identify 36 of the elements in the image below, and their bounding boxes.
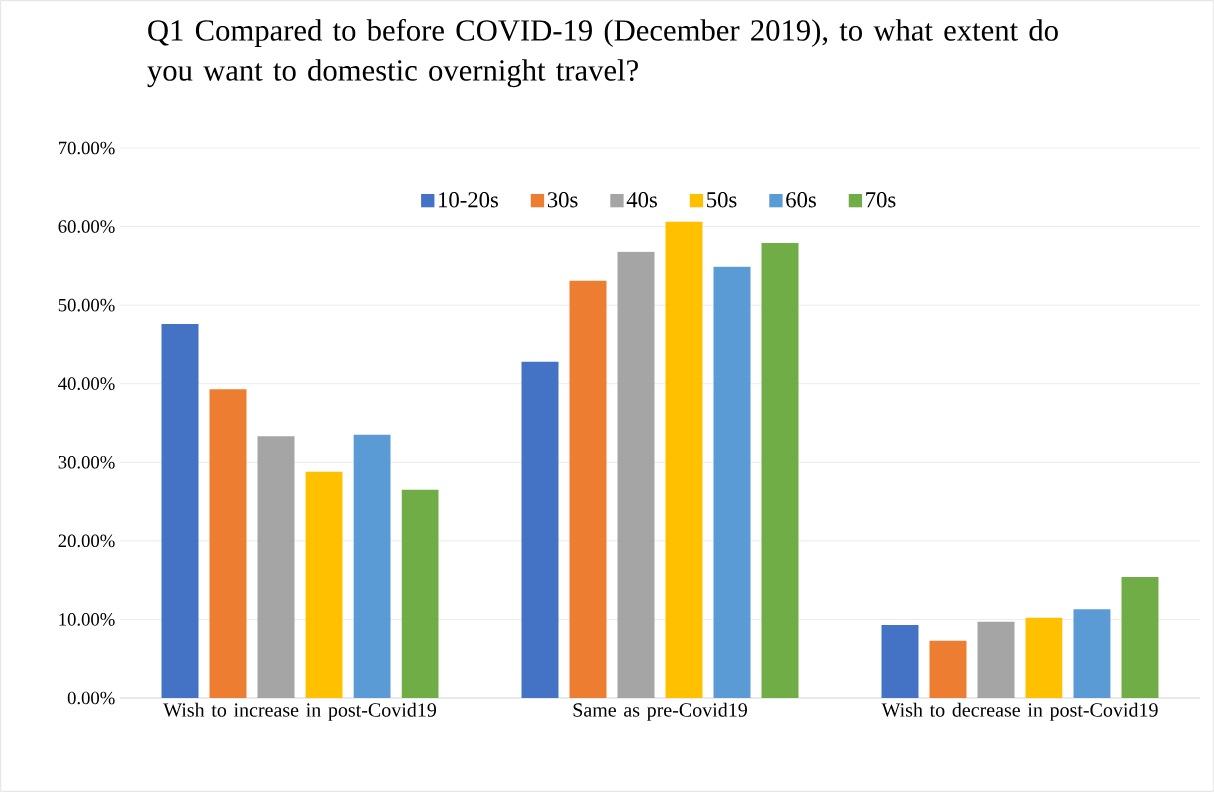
- x-tick-label: Same as pre-Covid19: [573, 702, 747, 721]
- bar: [617, 251, 655, 698]
- y-tick-label: 0.00%: [67, 691, 115, 705]
- bar: [713, 266, 751, 698]
- bar: [1121, 576, 1159, 698]
- bar: [305, 471, 343, 698]
- bar: [209, 389, 247, 698]
- y-tick-label: 60.00%: [58, 220, 115, 233]
- bar: [929, 640, 967, 698]
- legend-label: 10-20s: [439, 192, 498, 208]
- bar: [401, 489, 439, 698]
- bar: [521, 361, 559, 698]
- y-tick-label: 30.00%: [58, 455, 115, 469]
- bar: [1025, 617, 1063, 698]
- bar: [353, 434, 391, 698]
- legend-label: 50s: [707, 192, 737, 208]
- legend-label: 70s: [866, 192, 896, 208]
- x-tick-label: Wish to decrease in post-Covid19: [881, 702, 1158, 721]
- y-tick-label: 50.00%: [58, 298, 115, 312]
- x-tick-label: Wish to increase in post-Covid19: [163, 702, 436, 721]
- y-tick-label: 10.00%: [59, 613, 115, 626]
- bar: [881, 624, 919, 698]
- y-tick-label: 20.00%: [58, 534, 115, 548]
- bar: [569, 280, 607, 698]
- y-tick-label: 40.00%: [58, 377, 115, 391]
- chart-title: Q1 Compared to before COVID-19 (December 2019), to what extent do you want to domestic overnight travel?: [147, 18, 1058, 88]
- bar: [665, 221, 703, 698]
- bar: [977, 621, 1015, 698]
- legend-label: 40s: [626, 192, 657, 208]
- bar: [761, 243, 799, 698]
- bar: [161, 323, 199, 698]
- bar: [1073, 609, 1111, 698]
- legend-label: 60s: [786, 192, 816, 208]
- y-tick-label: 70.00%: [58, 141, 115, 155]
- bar: [257, 436, 295, 698]
- legend-label: 30s: [547, 192, 578, 208]
